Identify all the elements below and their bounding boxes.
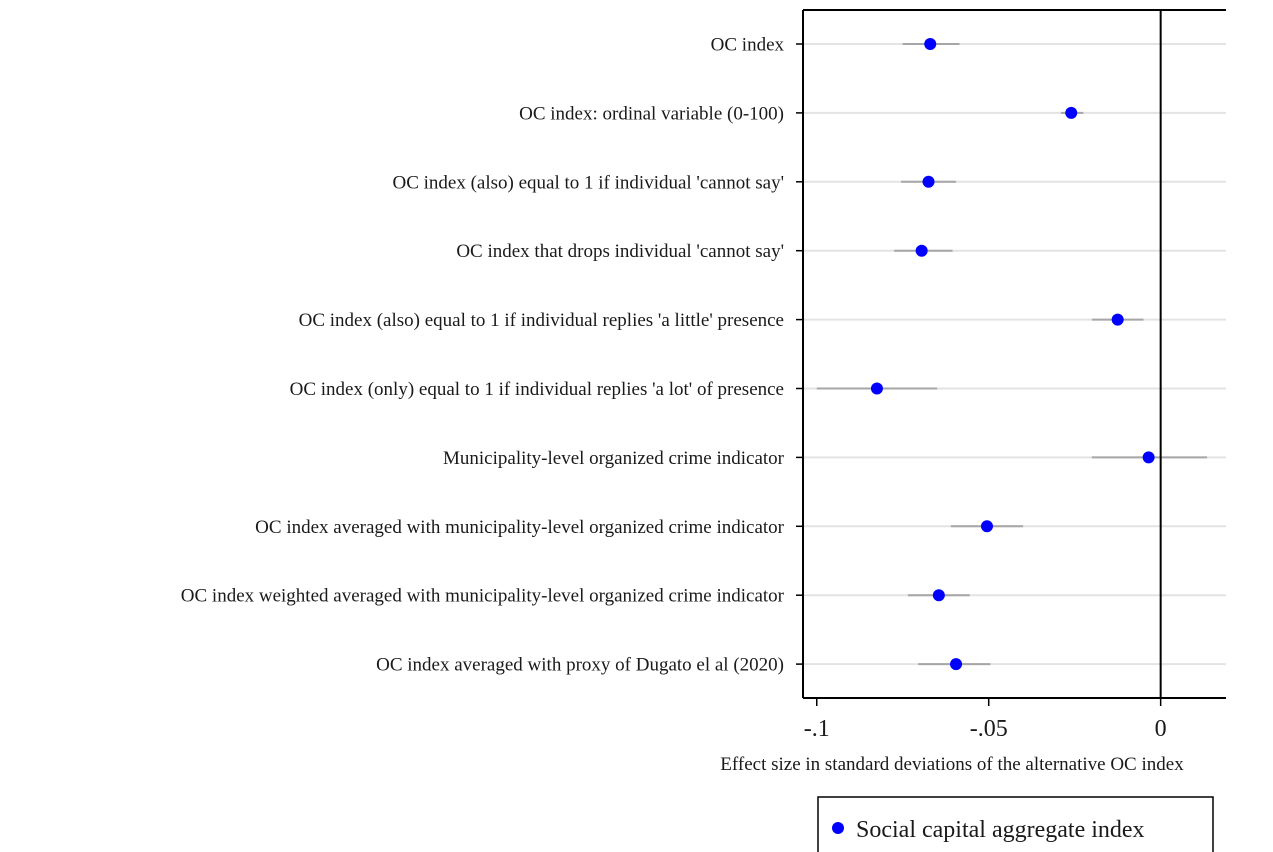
legend-marker bbox=[832, 822, 844, 834]
x-tick-label: -.05 bbox=[970, 716, 1008, 742]
category-label: Municipality-level organized crime indic… bbox=[443, 448, 785, 469]
category-label: OC index bbox=[711, 35, 785, 56]
category-label: OC index that drops individual 'cannot s… bbox=[456, 241, 784, 262]
legend: Social capital aggregate index bbox=[817, 796, 1214, 852]
category-label: OC index averaged with municipality-leve… bbox=[255, 517, 785, 538]
grid-lines bbox=[803, 43, 1226, 666]
category-label: OC index: ordinal variable (0-100) bbox=[519, 103, 784, 124]
point-estimate bbox=[922, 175, 935, 188]
category-label: OC index weighted averaged with municipa… bbox=[181, 586, 785, 607]
point-estimate bbox=[932, 589, 945, 602]
category-label: OC index (only) equal to 1 if individual… bbox=[290, 379, 784, 400]
category-label: OC index averaged with proxy of Dugato e… bbox=[376, 655, 784, 676]
confidence-intervals bbox=[816, 43, 1208, 666]
category-label: OC index (also) equal to 1 if individual… bbox=[299, 310, 784, 331]
point-estimate bbox=[950, 658, 963, 671]
x-tick-label: 0 bbox=[1155, 716, 1167, 742]
plot-frame bbox=[796, 9, 1226, 699]
category-labels: OC index OC index: ordinal variable (0-10… bbox=[181, 35, 785, 676]
x-tick-label: -.1 bbox=[804, 716, 830, 742]
point-estimates bbox=[870, 38, 1155, 671]
point-estimate bbox=[915, 244, 928, 257]
point-estimate bbox=[924, 38, 937, 50]
x-axis-ticks: -.1 -.05 0 bbox=[804, 698, 1167, 742]
x-axis-title: Effect size in standard deviations of th… bbox=[720, 754, 1184, 775]
category-label: OC index (also) equal to 1 if individual… bbox=[392, 172, 784, 193]
legend-label: Social capital aggregate index bbox=[856, 817, 1145, 843]
point-estimate bbox=[980, 520, 993, 533]
legend-box bbox=[817, 796, 1214, 852]
point-estimate bbox=[1065, 106, 1078, 119]
point-estimate bbox=[870, 382, 883, 395]
point-estimate bbox=[1142, 451, 1155, 464]
point-estimate bbox=[1111, 313, 1124, 326]
